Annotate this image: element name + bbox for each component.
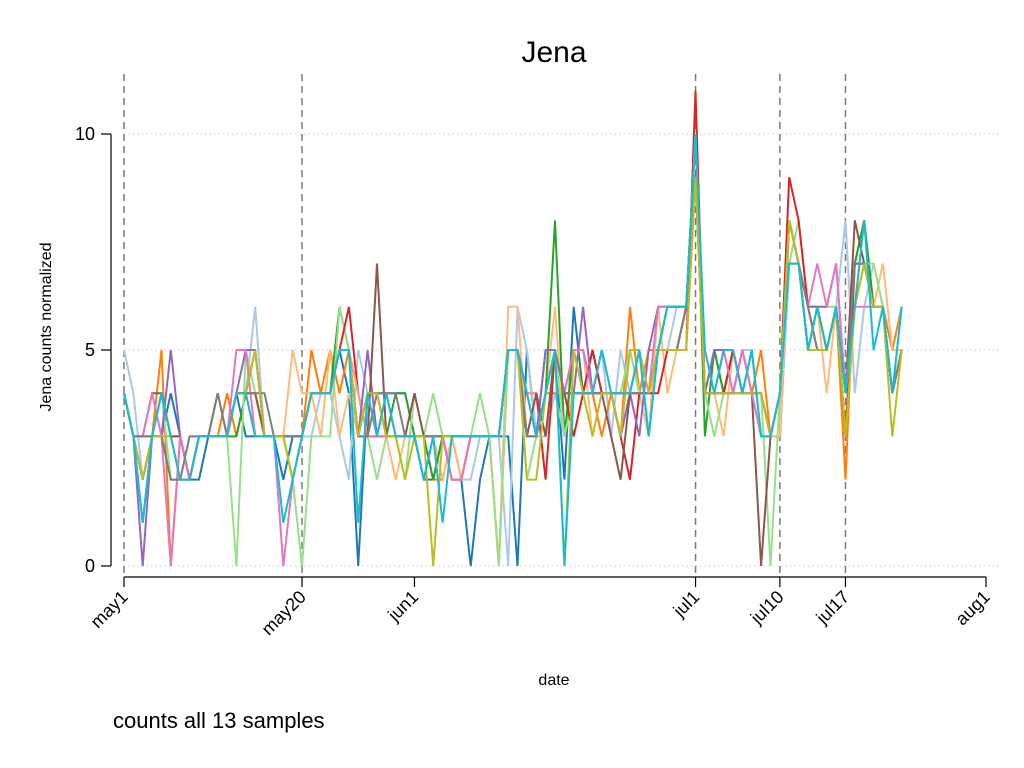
x-tick-label-6: aug1 — [951, 587, 993, 629]
series-lines — [123, 90, 903, 567]
y-axis-label: Jena counts normalized — [38, 243, 55, 412]
x-tick-label-5: jul17 — [812, 587, 854, 629]
x-axis: may1 may20 jun1 jul1 jul10 jul17 aug1 — [87, 576, 994, 639]
y-tick-label-0: 0 — [85, 556, 95, 576]
x-axis-label: date — [538, 672, 569, 689]
grid — [124, 133, 1000, 567]
y-tick-label-1: 5 — [85, 340, 95, 360]
y-axis: 0 5 10 — [75, 124, 112, 576]
x-tick-label-3: jul1 — [669, 587, 704, 622]
chart-note: counts all 13 samples — [113, 708, 325, 733]
x-tick-label-1: may20 — [258, 587, 310, 639]
chart-title: Jena — [521, 36, 586, 69]
y-tick-label-2: 10 — [75, 124, 95, 144]
x-tick-label-4: jul10 — [746, 587, 788, 629]
x-tick-label-0: may1 — [87, 587, 132, 632]
series-line-13 — [123, 133, 903, 567]
x-tick-label-2: jun1 — [383, 587, 422, 626]
